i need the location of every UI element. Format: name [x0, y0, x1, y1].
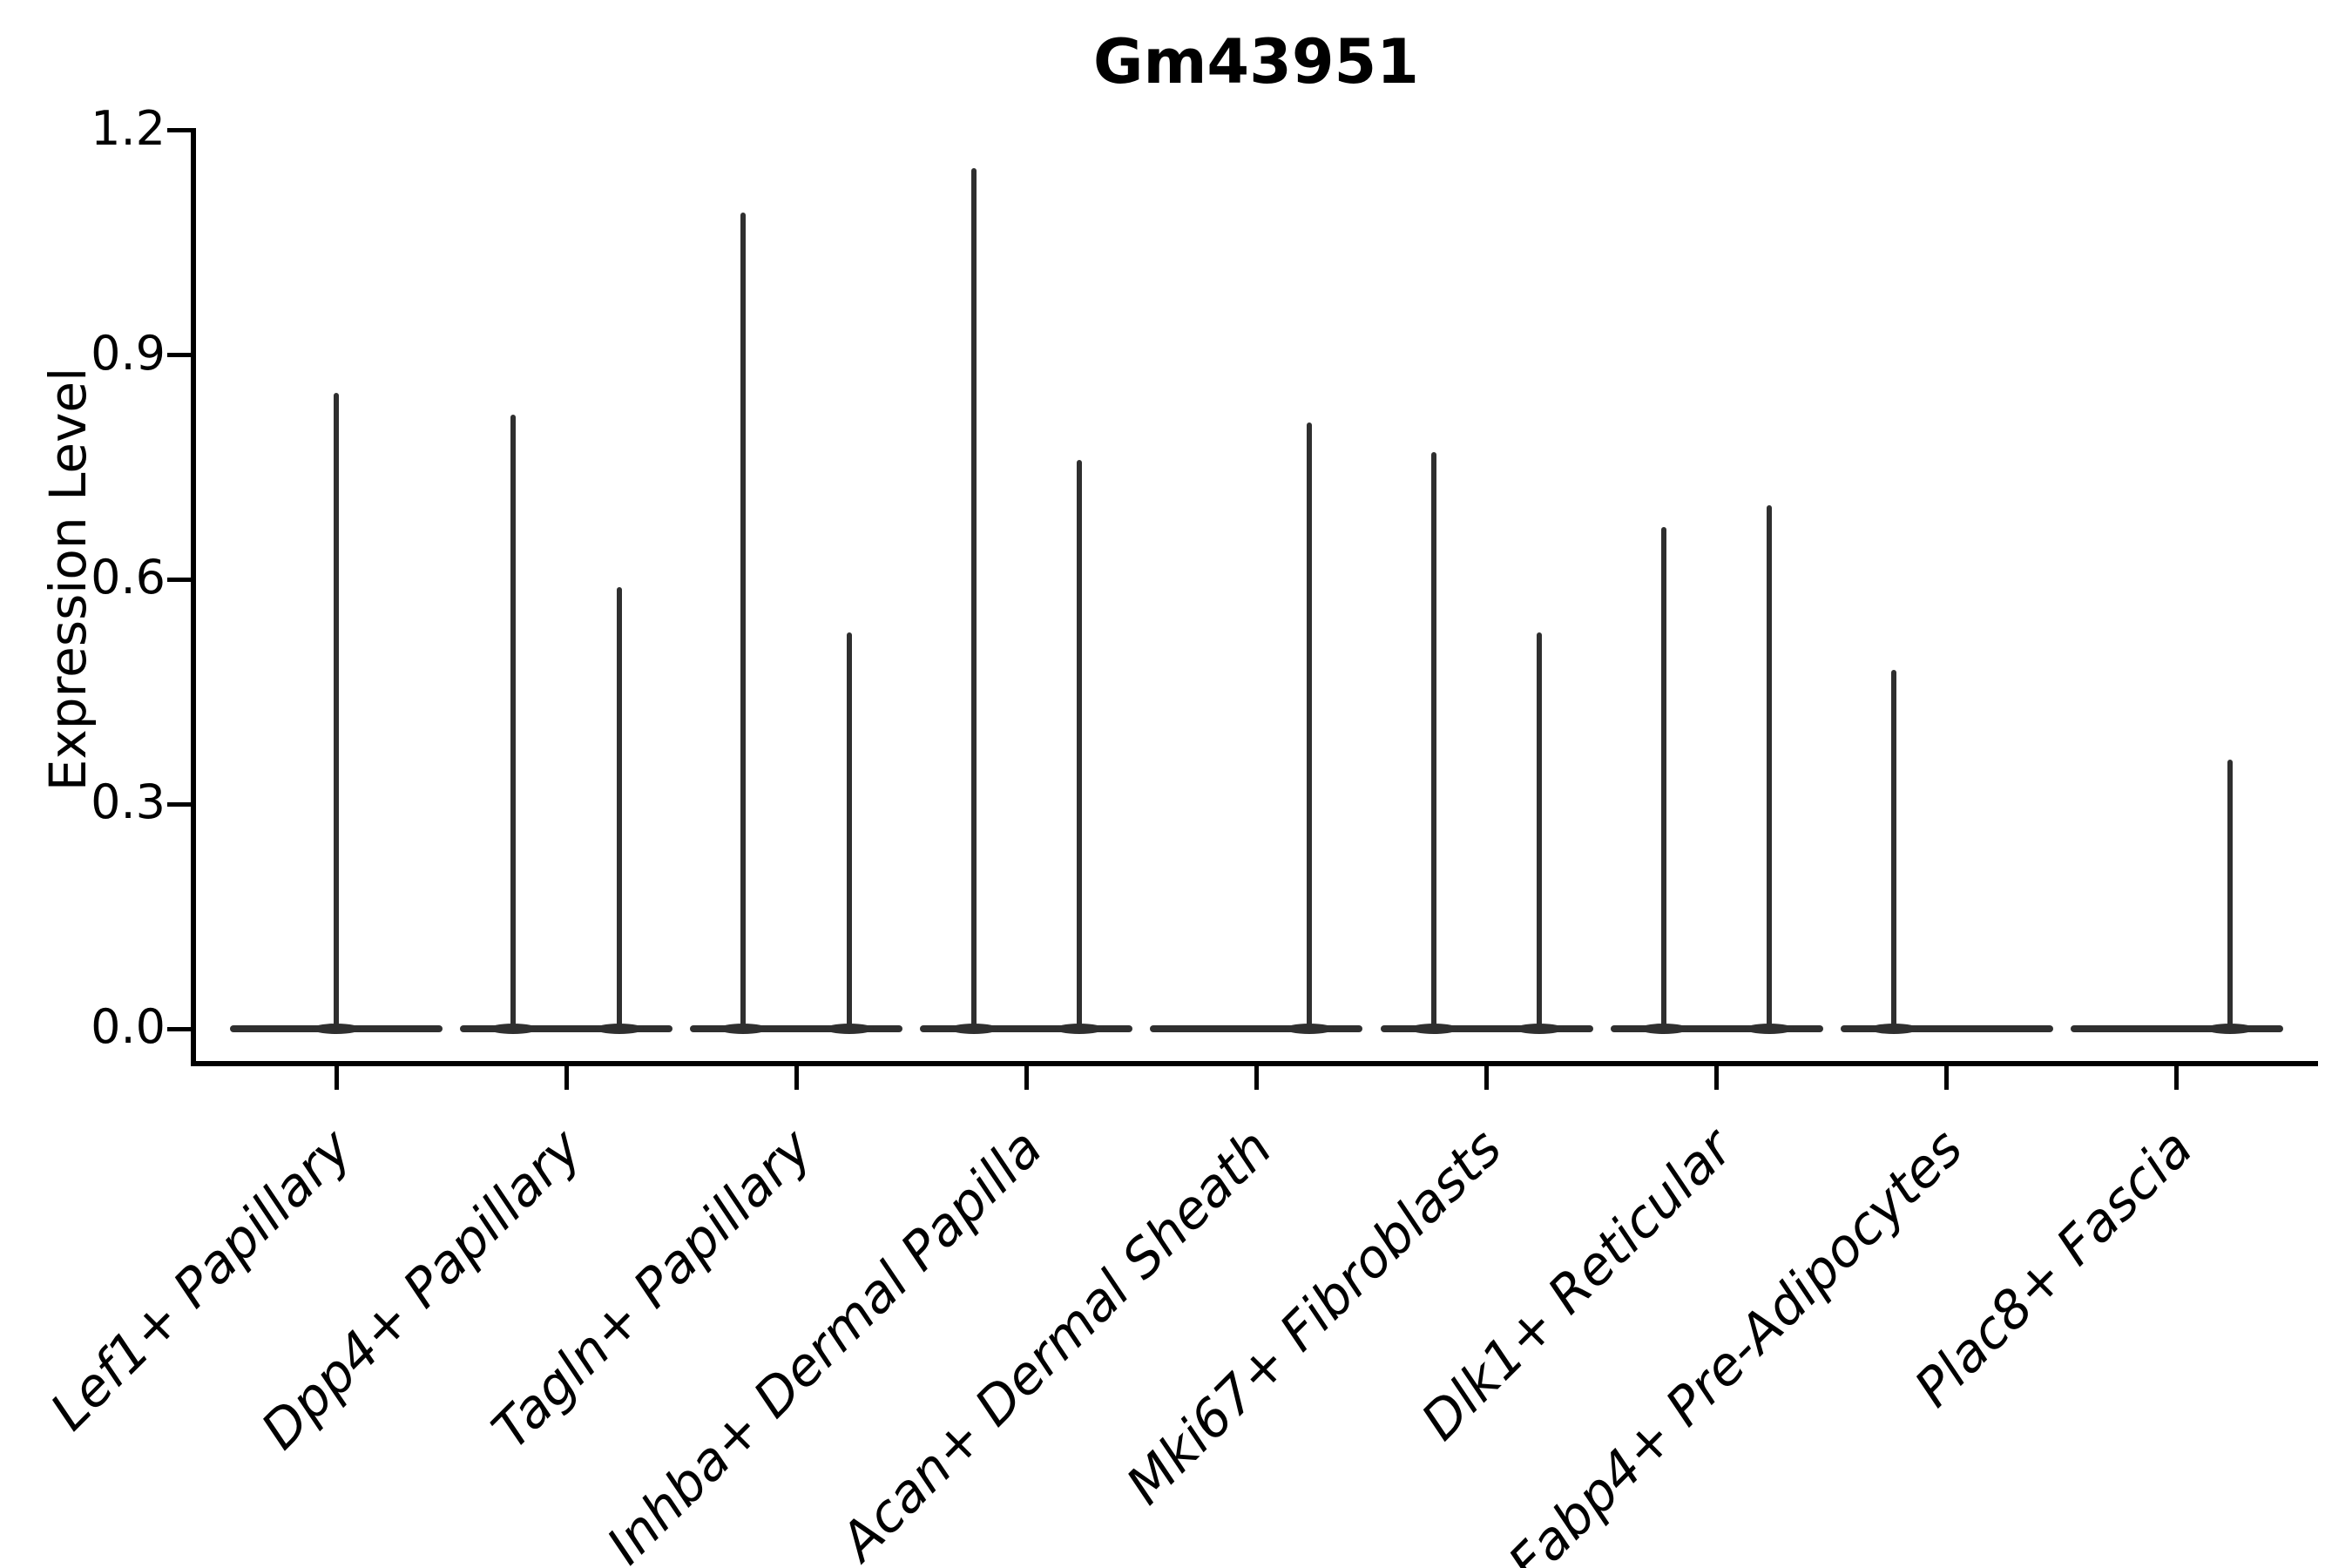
y-axis-label: Expression Level — [38, 367, 98, 792]
y-tick — [167, 1026, 191, 1031]
violin-foot — [312, 1024, 361, 1034]
violin-spike — [1890, 669, 1896, 1029]
violin-foot — [1409, 1024, 1458, 1034]
violin-body — [920, 1025, 1133, 1032]
violin-spike — [1660, 527, 1666, 1029]
violin-foot — [1055, 1024, 1105, 1034]
violin-body — [1150, 1025, 1363, 1032]
violin-spike — [1077, 460, 1083, 1029]
y-tick — [167, 128, 191, 133]
violin-spike — [2227, 759, 2233, 1029]
violin-spike — [1307, 422, 1313, 1029]
chart-title: Gm43951 — [1093, 26, 1419, 98]
violin-foot — [1639, 1024, 1688, 1034]
violin-foot — [824, 1024, 874, 1034]
x-tick — [1484, 1066, 1489, 1090]
x-tick-label: Acan+ Dermal Sheath — [828, 1118, 1284, 1568]
y-tick-label: 0.0 — [91, 998, 166, 1054]
violin-body — [1380, 1025, 1593, 1032]
x-tick-label: Fabp4+ Pre-Adipocytes — [1497, 1118, 1975, 1568]
y-tick — [167, 577, 191, 582]
x-tick — [794, 1066, 799, 1090]
x-tick — [2174, 1066, 2180, 1090]
x-tick-label: Inhba+ Dermal Papilla — [595, 1118, 1054, 1568]
y-axis-spine — [191, 128, 196, 1066]
y-tick — [167, 801, 191, 807]
x-tick — [1944, 1066, 1950, 1090]
violin-spike — [1537, 632, 1543, 1029]
violin-foot — [719, 1024, 768, 1034]
violin-foot — [2205, 1024, 2254, 1034]
violin-spike — [740, 213, 747, 1029]
y-tick — [167, 353, 191, 358]
violin-foot — [1515, 1024, 1565, 1034]
y-tick-label: 1.2 — [91, 100, 166, 156]
violin-foot — [949, 1024, 998, 1034]
y-tick-label: 0.3 — [91, 774, 166, 830]
x-tick — [1714, 1066, 1720, 1090]
y-tick-label: 0.6 — [91, 550, 166, 605]
violin-foot — [1745, 1024, 1794, 1034]
violin-spike — [846, 632, 852, 1029]
violin-foot — [1869, 1024, 1918, 1034]
violin-spike — [616, 587, 622, 1029]
x-tick-label: Mki67+ Fibroblasts — [1115, 1118, 1514, 1517]
violin-foot — [489, 1024, 538, 1034]
x-tick — [564, 1066, 569, 1090]
violin-spike — [970, 167, 977, 1029]
violin-body — [1610, 1025, 1823, 1032]
violin-body — [1840, 1025, 2053, 1032]
violin-body — [2070, 1025, 2283, 1032]
x-tick — [1254, 1066, 1259, 1090]
violin-spike — [1430, 452, 1436, 1029]
x-tick — [1024, 1066, 1029, 1090]
violin-spike — [510, 415, 517, 1029]
violin-body — [690, 1025, 903, 1032]
violin-spike — [334, 392, 339, 1029]
x-axis-spine — [191, 1061, 2318, 1066]
violin-spike — [1767, 504, 1773, 1029]
violin-body — [460, 1025, 673, 1032]
violin-foot — [1285, 1024, 1335, 1034]
x-tick — [334, 1066, 339, 1090]
violin-foot — [594, 1024, 644, 1034]
y-tick-label: 0.9 — [91, 325, 166, 381]
